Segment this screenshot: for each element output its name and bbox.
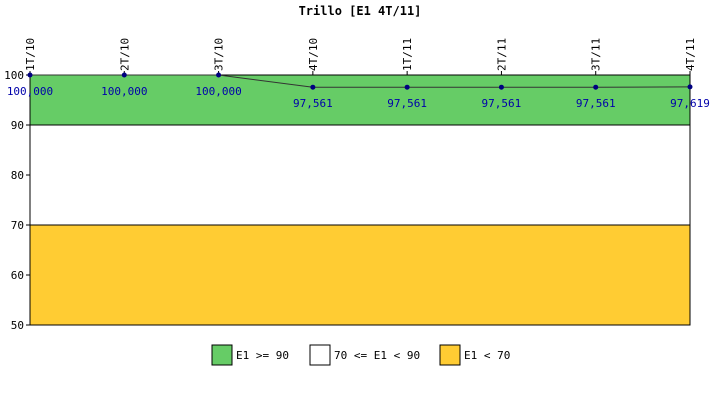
y-tick-label-50: 50	[11, 319, 24, 332]
y-tick-label-90: 90	[11, 119, 24, 132]
legend-label-1: 70 <= E1 < 90	[334, 349, 420, 362]
x-tick-label-3: 4T/10	[307, 38, 320, 71]
legend: E1 >= 90 70 <= E1 < 90 E1 < 70	[211, 344, 510, 366]
legend-swatch-0	[211, 344, 233, 366]
y-tick-label-80: 80	[11, 169, 24, 182]
plot-border	[29, 74, 691, 326]
x-tick-label-7: 4T/11	[684, 38, 697, 71]
y-tick-label-60: 60	[11, 269, 24, 282]
x-tick-label-0: 1T/10	[24, 38, 37, 71]
data-label-0: 100,000	[7, 85, 53, 98]
y-tick-label-100: 100	[4, 69, 24, 82]
legend-label-0: E1 >= 90	[236, 349, 289, 362]
x-tick-label-5: 2T/11	[495, 38, 508, 71]
data-point-0	[27, 72, 33, 78]
data-label-5: 97,561	[482, 97, 522, 110]
data-point-3	[310, 84, 316, 90]
data-point-1	[121, 72, 127, 78]
data-point-4	[404, 84, 410, 90]
x-axis: 1T/10 2T/10 3T/10 4T/10 1T/11 2T/11 3T/11 4T/11	[24, 38, 697, 75]
data-label-1: 100,000	[101, 85, 147, 98]
data-label-7: 97,619	[670, 97, 710, 110]
data-label-4: 97,561	[387, 97, 427, 110]
x-tick-label-2: 3T/10	[213, 38, 226, 71]
y-tick-label-70: 70	[11, 219, 24, 232]
legend-swatch-1	[309, 344, 331, 366]
series-layer: 100,000 100,000 100,000 97,561 97,561 97,561 9…	[7, 72, 710, 110]
data-label-2: 100,000	[195, 85, 241, 98]
plot-frame	[29, 74, 691, 326]
legend-swatch-2	[439, 344, 461, 366]
legend-label-2: E1 < 70	[464, 349, 510, 362]
data-label-6: 97,561	[576, 97, 616, 110]
band-2	[29, 224, 691, 326]
chart-title: Trillo [E1 4T/11]	[299, 4, 422, 18]
x-tick-label-4: 1T/11	[401, 38, 414, 71]
y-axis: 50 60 70 80 90 100	[4, 69, 30, 332]
data-point-6	[593, 84, 599, 90]
data-point-5	[498, 84, 504, 90]
band-0	[29, 74, 691, 126]
band-1	[29, 124, 691, 226]
data-label-3: 97,561	[293, 97, 333, 110]
band-layer	[29, 74, 691, 326]
x-tick-label-6: 3T/11	[590, 38, 603, 71]
data-point-2	[216, 72, 222, 78]
series-line-0	[30, 74, 691, 88]
data-point-7	[687, 84, 693, 90]
x-tick-label-1: 2T/10	[118, 38, 131, 71]
